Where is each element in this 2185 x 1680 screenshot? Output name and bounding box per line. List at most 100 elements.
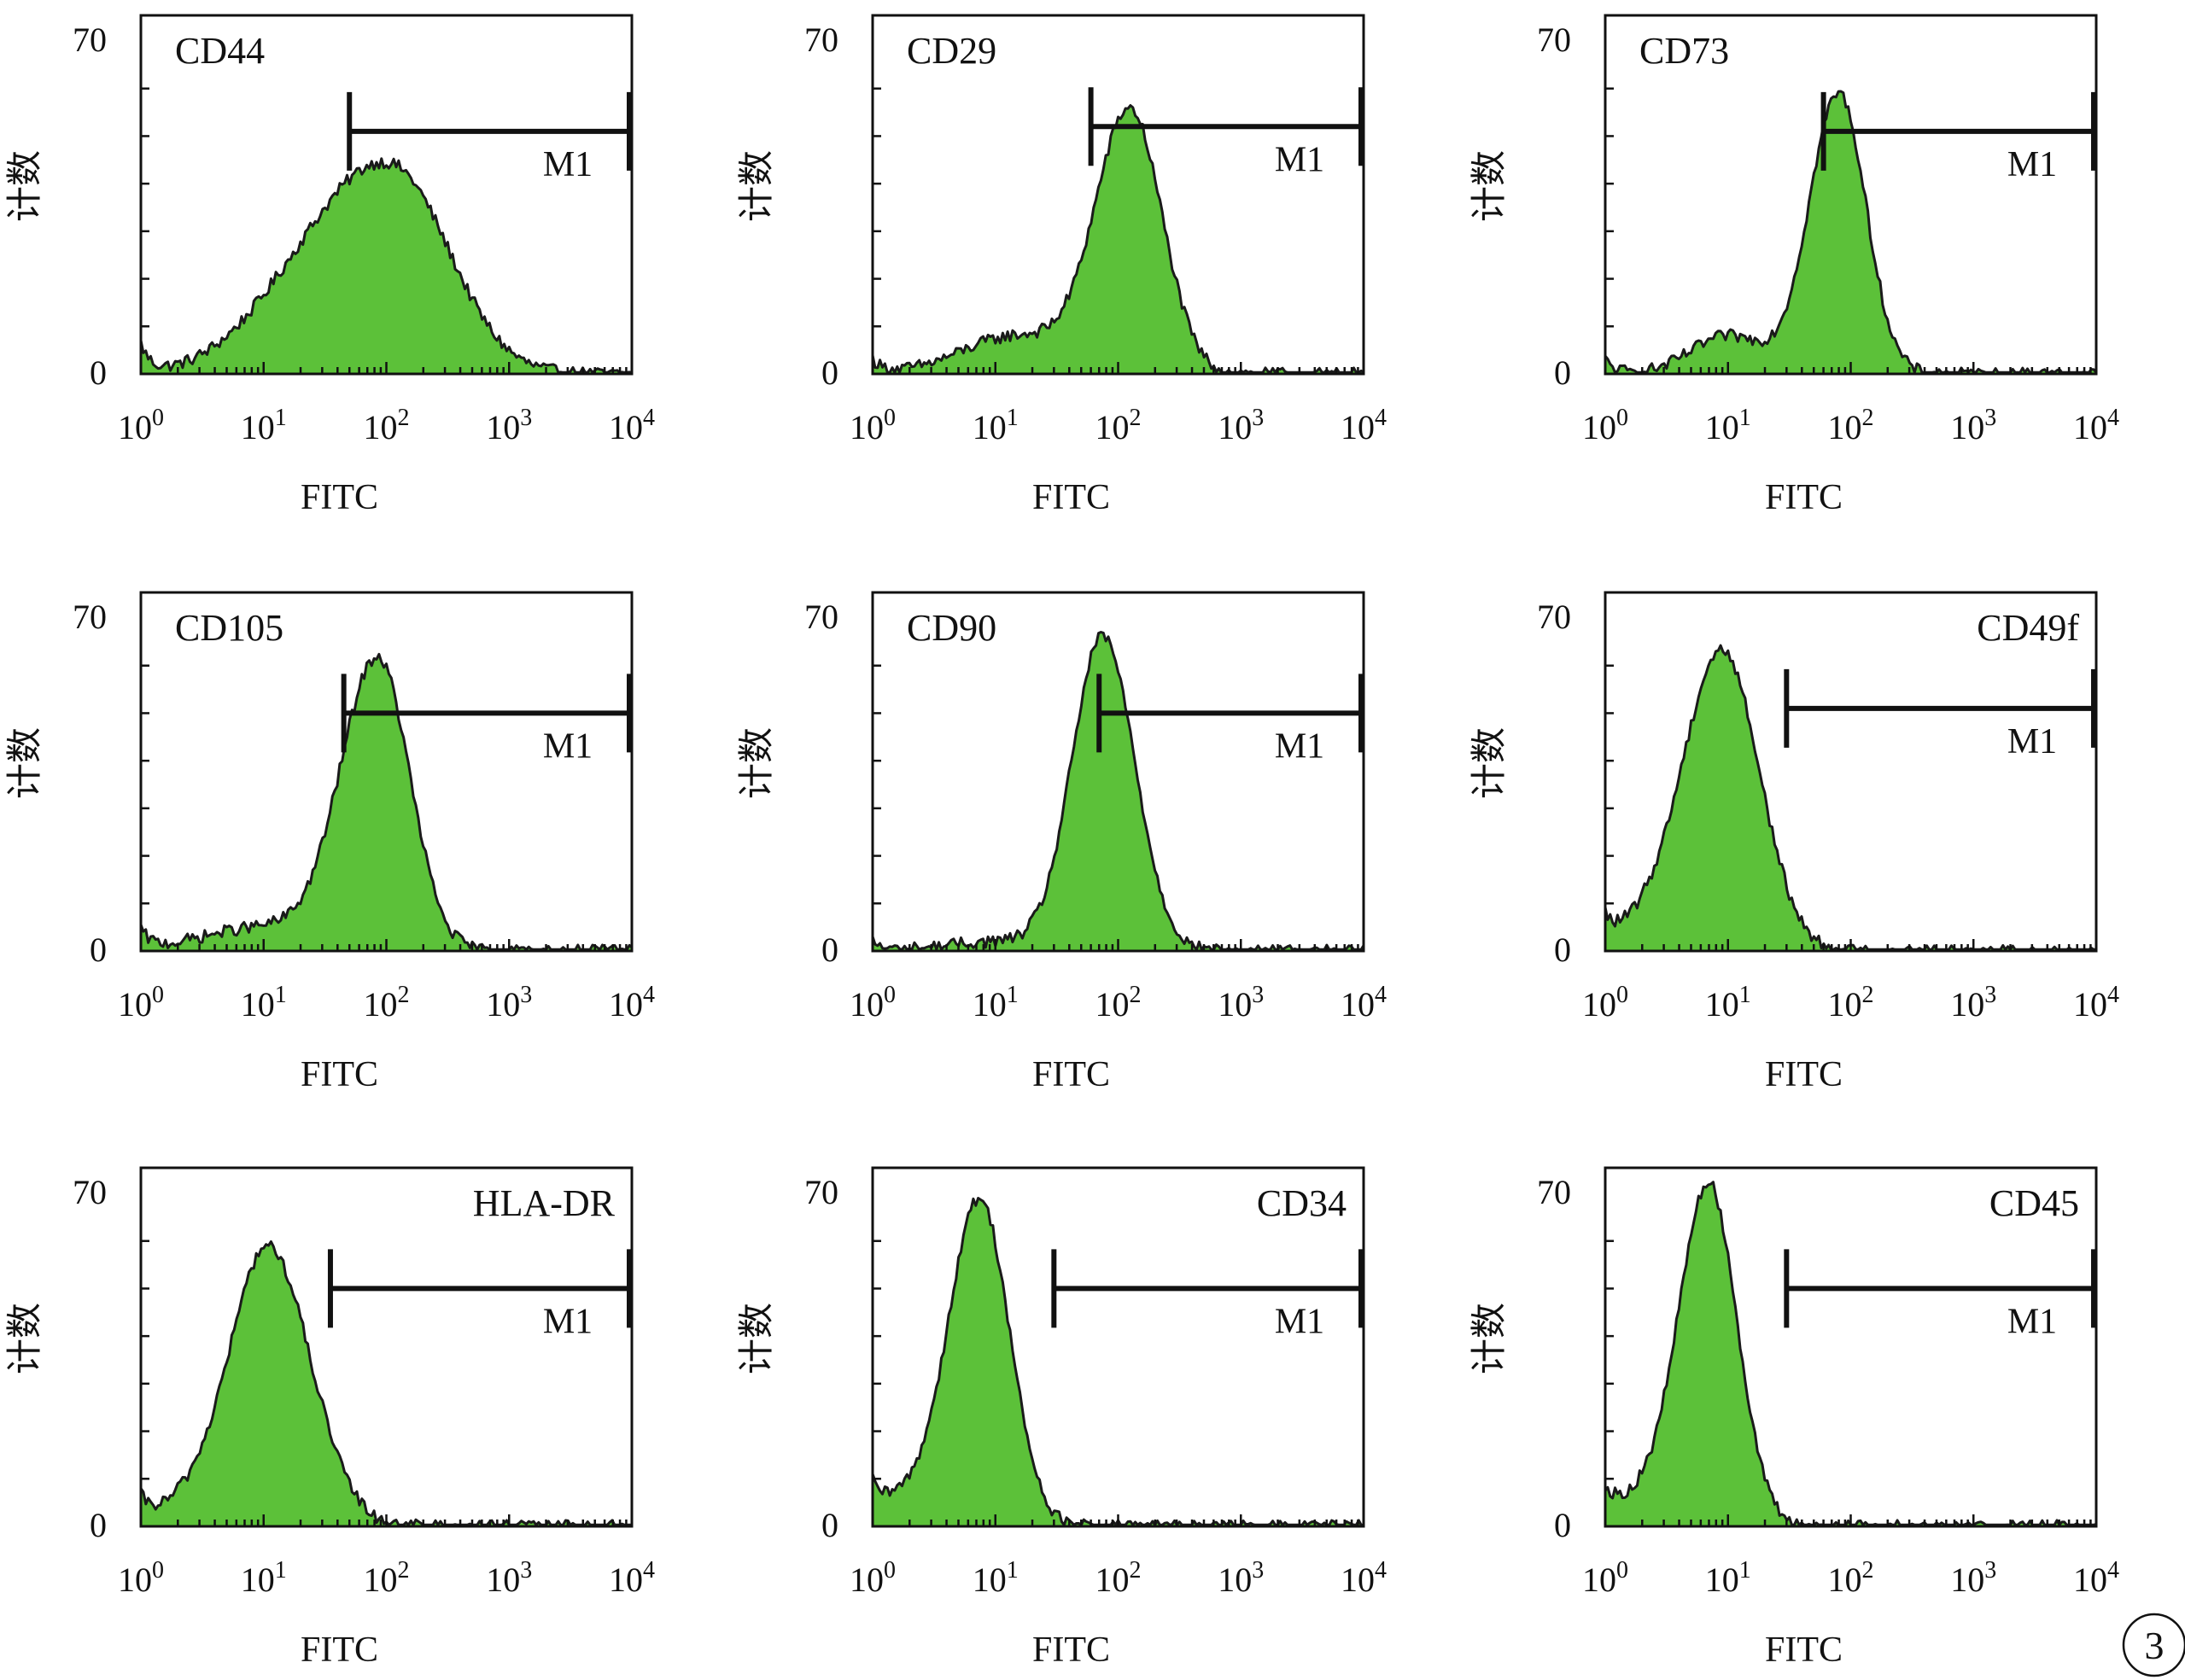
histogram-area (1604, 90, 2098, 376)
x-tick-label: 100 (850, 405, 896, 446)
histogram-area (139, 157, 634, 376)
y-tick-label: 70 (73, 598, 107, 636)
y-axis-label: 计数 (738, 1303, 777, 1374)
y-tick-label: 70 (804, 598, 838, 636)
y-axis-label: 计数 (6, 1303, 45, 1374)
x-axis-label: FITC (1032, 478, 1110, 517)
histogram-area (871, 631, 1365, 953)
x-tick-label: 100 (118, 1557, 164, 1599)
x-tick-label: 101 (1705, 1557, 1751, 1599)
x-tick-label: 103 (1950, 982, 1996, 1024)
x-tick-label: 100 (1582, 405, 1628, 446)
x-axis-label: FITC (301, 1055, 378, 1094)
x-tick-label: 103 (486, 982, 532, 1024)
panel-label: CD49f (1977, 607, 2079, 649)
panel-label: CD44 (175, 30, 265, 72)
x-tick-label: 101 (241, 1557, 287, 1599)
gate-label: M1 (543, 1302, 593, 1341)
histogram-area (1604, 644, 2098, 953)
y-tick-label: 0 (90, 1506, 107, 1544)
figure-badge: 3 (2122, 1613, 2185, 1677)
histogram-area (1604, 1181, 2098, 1528)
histogram-panel-cd49f: 0 70 100 101 102 103 104 FITC 计数 CD49f M1 (1470, 591, 2119, 1094)
gate-label: M1 (1275, 1302, 1324, 1341)
y-tick-label: 0 (1554, 1506, 1571, 1544)
x-axis-label: FITC (301, 478, 378, 517)
y-tick-label: 0 (1554, 353, 1571, 392)
x-tick-label: 102 (1095, 982, 1142, 1024)
y-axis-label: 计数 (1470, 1303, 1510, 1374)
x-axis-label: FITC (1032, 1055, 1110, 1094)
y-tick-label: 0 (821, 930, 838, 969)
x-tick-label: 104 (1341, 1557, 1387, 1599)
x-tick-label: 101 (973, 1557, 1019, 1599)
x-tick-label: 104 (609, 982, 655, 1024)
x-tick-label: 103 (1218, 982, 1264, 1024)
x-tick-label: 104 (1341, 405, 1387, 446)
gate-label: M1 (543, 726, 593, 766)
x-tick-label: 101 (1705, 405, 1751, 446)
badge-circle (2122, 1613, 2185, 1677)
histogram-panel-cd34: 0 70 100 101 102 103 104 FITC 计数 CD34 M1 (738, 1166, 1387, 1670)
y-tick-label: 70 (73, 1173, 107, 1211)
y-tick-label: 0 (90, 353, 107, 392)
histogram-panel-cd73: 0 70 100 101 102 103 104 FITC 计数 CD73 M1 (1470, 14, 2119, 517)
x-axis-label: FITC (301, 1630, 378, 1670)
x-tick-label: 100 (850, 1557, 896, 1599)
x-tick-label: 100 (1582, 1557, 1628, 1599)
y-tick-label: 0 (821, 1506, 838, 1544)
x-tick-label: 103 (1950, 1557, 1996, 1599)
gate-label: M1 (1275, 726, 1324, 766)
y-tick-label: 70 (804, 1173, 838, 1211)
x-tick-label: 104 (609, 1557, 655, 1599)
y-tick-label: 70 (804, 20, 838, 59)
x-tick-label: 103 (486, 405, 532, 446)
x-tick-label: 100 (118, 982, 164, 1024)
x-tick-label: 103 (1218, 1557, 1264, 1599)
histogram-panel-cd105: 0 70 100 101 102 103 104 FITC 计数 CD105 M1 (6, 591, 655, 1094)
gate-label: M1 (1275, 140, 1324, 179)
y-tick-label: 0 (821, 353, 838, 392)
panel-label: CD105 (175, 607, 283, 649)
x-tick-label: 102 (1095, 1557, 1142, 1599)
x-tick-label: 101 (241, 405, 287, 446)
x-axis-label: FITC (1765, 1630, 1843, 1670)
x-tick-label: 102 (1828, 405, 1874, 446)
x-tick-label: 102 (1828, 1557, 1874, 1599)
x-tick-label: 104 (1341, 982, 1387, 1024)
panel-label: CD73 (1639, 30, 1729, 72)
y-axis-label: 计数 (1470, 727, 1510, 799)
x-tick-label: 102 (1095, 405, 1142, 446)
x-tick-label: 104 (2073, 982, 2119, 1024)
panel-label: CD45 (1989, 1182, 2079, 1224)
gate-label: M1 (543, 145, 593, 184)
x-tick-label: 104 (2073, 405, 2119, 446)
x-tick-label: 101 (1705, 982, 1751, 1024)
gate-label: M1 (2007, 722, 2057, 761)
panel-label: CD90 (907, 607, 996, 649)
histogram-area (871, 1197, 1365, 1528)
histogram-panel-cd45: 0 70 100 101 102 103 104 FITC 计数 CD45 M1 (1470, 1166, 2119, 1670)
y-axis-label: 计数 (6, 150, 45, 222)
gate-label: M1 (2007, 145, 2057, 184)
x-tick-label: 101 (973, 982, 1019, 1024)
x-axis-label: FITC (1765, 478, 1843, 517)
x-tick-label: 101 (973, 405, 1019, 446)
panel-label: HLA-DR (473, 1182, 616, 1224)
x-tick-label: 103 (486, 1557, 532, 1599)
panel-label: CD29 (907, 30, 996, 72)
histogram-panel-cd29: 0 70 100 101 102 103 104 FITC 计数 CD29 M1 (738, 14, 1387, 517)
gate-label: M1 (2007, 1302, 2057, 1341)
x-tick-label: 100 (1582, 982, 1628, 1024)
y-axis-label: 计数 (738, 727, 777, 799)
x-tick-label: 101 (241, 982, 287, 1024)
x-tick-label: 100 (118, 405, 164, 446)
histogram-area (871, 104, 1365, 376)
y-tick-label: 0 (1554, 930, 1571, 969)
histogram-panel-cd44: 0 70 100 101 102 103 104 FITC 计数 CD44 M1 (6, 14, 655, 517)
y-tick-label: 0 (90, 930, 107, 969)
x-axis-label: FITC (1032, 1630, 1110, 1670)
y-tick-label: 70 (1537, 20, 1571, 59)
y-tick-label: 70 (1537, 1173, 1571, 1211)
